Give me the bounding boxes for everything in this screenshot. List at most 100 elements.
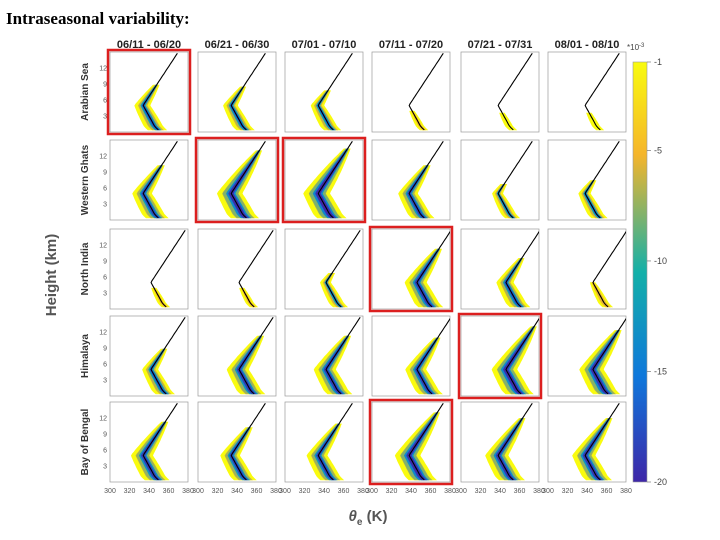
x-tick-label: 300 [104, 488, 116, 495]
panel-arabian-sea-5 [460, 51, 540, 133]
density-layer-2 [226, 86, 252, 131]
y-tick-label: 3 [103, 378, 107, 385]
x-tick-label: 320 [299, 488, 311, 495]
density-layer-2 [409, 337, 440, 395]
y-tick-label: 12 [99, 330, 107, 337]
column-header-3: 07/01 - 07/10 [292, 39, 357, 51]
panel-himalaya-3 [284, 315, 364, 397]
panel-arabian-sea-2 [197, 51, 277, 133]
density-layer-2 [402, 165, 431, 219]
column-header-5: 07/21 - 07/31 [468, 39, 533, 51]
x-tick-label: 320 [212, 488, 224, 495]
x-tick-label: 340 [581, 488, 593, 495]
y-tick-label: 6 [103, 448, 107, 455]
x-axis-subscript: e [357, 517, 363, 528]
colorbar: *10-3 -1 -5 -10 -15 -20 [627, 43, 667, 487]
mean-profile-line [416, 230, 450, 308]
panel-bay-of-bengal-4 [371, 401, 451, 483]
y-tick-label: 9 [103, 346, 107, 353]
panel-frame [460, 228, 540, 310]
panel-bay-of-bengal-6 [547, 401, 627, 483]
mean-profile-line [142, 402, 178, 481]
density-layer-2 [500, 257, 527, 308]
mean-profile-line [584, 140, 620, 219]
row-label-western-ghats: Western Ghats [80, 144, 91, 215]
column-header-2: 06/21 - 06/30 [205, 39, 270, 51]
y-tick-label: 6 [103, 98, 107, 105]
colorbar-tick-label: -20 [654, 477, 667, 487]
y-axis-title: Height (km) [43, 234, 60, 317]
mean-profile-line [325, 316, 361, 395]
panel-frame [460, 51, 540, 133]
density-layer-2 [322, 272, 346, 308]
colorbar-multiplier: *10-3 [627, 43, 645, 52]
column-header-6: 08/01 - 08/10 [555, 39, 620, 51]
highlight-box-western-ghats-2 [194, 136, 280, 224]
density-layer-1 [132, 165, 169, 219]
y-tick-label: 6 [103, 275, 107, 282]
colorbar-tick-label: -10 [654, 256, 667, 266]
mean-profile-line [142, 52, 178, 131]
colorbar-multiplier-base: *10 [627, 43, 640, 52]
highlight-box-north-india-4 [368, 225, 454, 313]
highlight-box-western-ghats-3 [281, 136, 367, 224]
x-tick-label: 320 [386, 488, 398, 495]
mean-profile-line [317, 52, 353, 131]
slide-title: Intraseasonal variability: [6, 9, 190, 28]
panel-frame [371, 315, 451, 397]
panel-arabian-sea-6 [547, 51, 627, 133]
density-layer-2 [224, 427, 253, 481]
x-tick-label: 300 [279, 488, 291, 495]
mean-profile-line [317, 402, 353, 481]
y-tick-label: 12 [99, 416, 107, 423]
mean-profile-line [592, 317, 626, 395]
panel-western-ghats-1: 12 9 6 3 [99, 139, 189, 221]
panel-frame [284, 228, 364, 310]
mean-profile-line [497, 402, 533, 481]
mean-profile-line [408, 52, 444, 131]
column-header-1: 06/11 - 06/20 [117, 39, 181, 51]
density-layer-2 [409, 248, 441, 308]
density-layer-2 [318, 335, 350, 395]
mean-profile-line [584, 52, 620, 131]
y-tick-label: 3 [103, 291, 107, 298]
y-tick-label: 12 [99, 66, 107, 73]
mean-profile-line [142, 140, 178, 219]
x-axis-theta: θ [349, 508, 358, 525]
panel-western-ghats-3 [284, 139, 364, 221]
panel-bay-of-bengal-2 [197, 401, 277, 483]
y-tick-label: 3 [103, 464, 107, 471]
panel-western-ghats-2 [197, 139, 277, 221]
panel-frame [109, 228, 189, 310]
panel-himalaya-5 [460, 315, 540, 397]
panel-himalaya-1: 12 9 6 3 [99, 315, 189, 397]
mean-profile-line [230, 140, 266, 219]
panel-frame [371, 228, 451, 310]
panel-western-ghats-4 [371, 139, 451, 221]
mean-profile-line [238, 229, 274, 308]
panel-north-india-6 [547, 228, 627, 310]
density-layer-2 [311, 423, 341, 481]
colorbar-multiplier-exp: -3 [639, 43, 645, 49]
x-tick-label: 380 [620, 488, 632, 495]
panel-frame [197, 228, 277, 310]
x-tick-label: 340 [318, 488, 330, 495]
density-layer-1 [499, 112, 518, 131]
x-tick-label: 380 [533, 488, 545, 495]
x-tick-label: 360 [163, 488, 175, 495]
panel-bay-of-bengal-1: 12 9 6 3 [99, 401, 189, 483]
panel-arabian-sea-1: 12 9 6 3 [99, 51, 189, 133]
row-labels: Arabian Sea Western Ghats North India Himal… [80, 63, 91, 476]
mean-profile-line [230, 52, 266, 131]
mean-profile-line [408, 140, 444, 219]
colorbar-tick-label: -1 [654, 57, 662, 67]
mean-profile-line [505, 230, 539, 308]
x-tick-label: 360 [338, 488, 350, 495]
panel-himalaya-2 [197, 315, 277, 397]
y-tick-label: 9 [103, 432, 107, 439]
density-layer-2 [494, 184, 518, 219]
row-label-north-india: North India [80, 242, 91, 295]
x-tick-label: 300 [542, 488, 554, 495]
colorbar-tick-label: -5 [654, 145, 662, 155]
